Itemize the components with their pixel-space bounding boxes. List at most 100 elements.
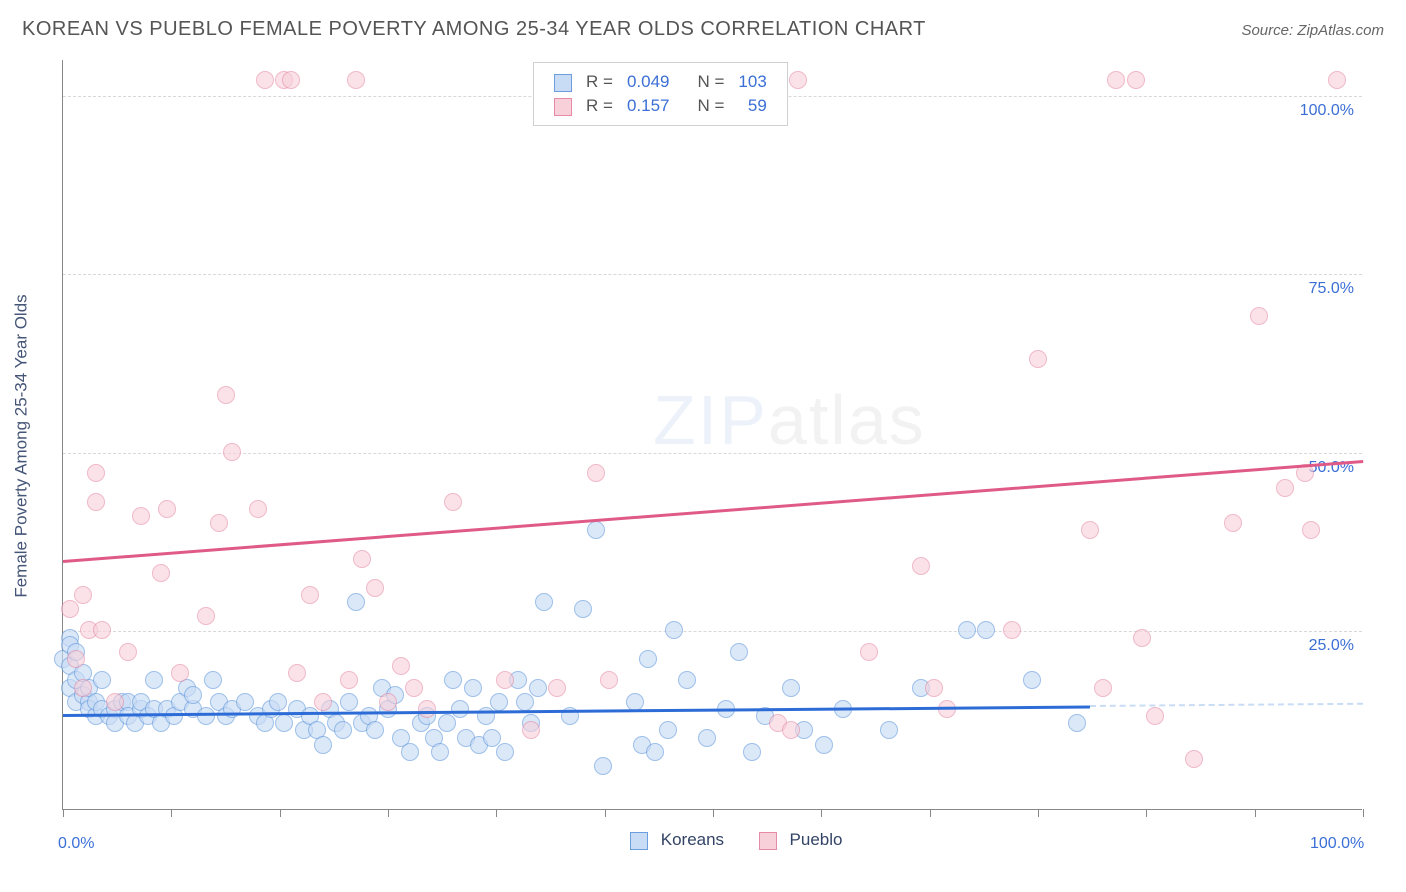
x-axis-min-label: 0.0% [58, 835, 94, 853]
y-tick-label: 25.0% [1309, 637, 1354, 655]
gridline-h [63, 453, 1362, 454]
point-koreans [574, 600, 592, 618]
point-koreans [977, 621, 995, 639]
point-pueblo [782, 721, 800, 739]
swatch-pueblo-bottom-icon [759, 832, 777, 850]
stat-r-koreans: 0.049 [621, 71, 676, 93]
point-koreans [236, 693, 254, 711]
point-pueblo [256, 71, 274, 89]
point-koreans [587, 521, 605, 539]
point-pueblo [600, 671, 618, 689]
point-pueblo [87, 493, 105, 511]
point-pueblo [444, 493, 462, 511]
point-pueblo [392, 657, 410, 675]
point-pueblo [789, 71, 807, 89]
point-koreans [197, 707, 215, 725]
point-pueblo [1127, 71, 1145, 89]
point-pueblo [197, 607, 215, 625]
point-pueblo [1133, 629, 1151, 647]
point-koreans [535, 593, 553, 611]
point-koreans [347, 593, 365, 611]
point-koreans [496, 743, 514, 761]
point-koreans [665, 621, 683, 639]
point-pueblo [340, 671, 358, 689]
point-pueblo [1185, 750, 1203, 768]
x-tick [63, 809, 64, 817]
point-pueblo [1328, 71, 1346, 89]
point-koreans [334, 721, 352, 739]
stat-r-pueblo: 0.157 [621, 95, 676, 117]
point-pueblo [288, 664, 306, 682]
point-koreans [626, 693, 644, 711]
point-pueblo [353, 550, 371, 568]
point-pueblo [496, 671, 514, 689]
point-pueblo [132, 507, 150, 525]
point-koreans [639, 650, 657, 668]
point-pueblo [1276, 479, 1294, 497]
point-koreans [314, 736, 332, 754]
point-pueblo [119, 643, 137, 661]
point-koreans [730, 643, 748, 661]
stat-n-pueblo: 59 [732, 95, 772, 117]
legend-label-koreans: Koreans [661, 830, 724, 849]
stat-n-koreans: 103 [732, 71, 772, 93]
point-koreans [782, 679, 800, 697]
point-koreans [1068, 714, 1086, 732]
legend-label-pueblo: Pueblo [790, 830, 843, 849]
point-pueblo [1146, 707, 1164, 725]
stats-row-koreans: R = 0.049 N = 103 [548, 71, 773, 93]
point-pueblo [74, 586, 92, 604]
point-koreans [529, 679, 547, 697]
point-pueblo [314, 693, 332, 711]
point-pueblo [1302, 521, 1320, 539]
point-koreans [516, 693, 534, 711]
stat-r-label-2: R = [580, 95, 619, 117]
point-pueblo [301, 586, 319, 604]
point-pueblo [366, 579, 384, 597]
point-pueblo [587, 464, 605, 482]
point-koreans [594, 757, 612, 775]
x-axis-max-label: 100.0% [1310, 835, 1364, 853]
point-pueblo [93, 621, 111, 639]
x-tick [821, 809, 822, 817]
point-pueblo [379, 693, 397, 711]
x-tick [713, 809, 714, 817]
trend-koreans-extrapolated [1090, 703, 1363, 707]
point-koreans [401, 743, 419, 761]
point-koreans [698, 729, 716, 747]
point-koreans [93, 671, 111, 689]
point-pueblo [282, 71, 300, 89]
swatch-pueblo-icon [554, 98, 572, 116]
x-tick [496, 809, 497, 817]
point-pueblo [1107, 71, 1125, 89]
source-attribution: Source: ZipAtlas.com [1241, 22, 1384, 39]
point-pueblo [347, 71, 365, 89]
x-tick [280, 809, 281, 817]
point-pueblo [61, 600, 79, 618]
point-pueblo [522, 721, 540, 739]
point-koreans [340, 693, 358, 711]
swatch-koreans-bottom-icon [630, 832, 648, 850]
gridline-h [63, 274, 1362, 275]
gridline-h [63, 631, 1362, 632]
scatter-plot-area: ZIPatlas R = 0.049 N = 103 R = 0.157 N =… [62, 60, 1362, 810]
y-tick-label: 100.0% [1300, 102, 1354, 120]
x-tick [1255, 809, 1256, 817]
point-koreans [204, 671, 222, 689]
y-tick-label: 75.0% [1309, 280, 1354, 298]
chart-title: KOREAN VS PUEBLO FEMALE POVERTY AMONG 25… [22, 18, 926, 41]
correlation-stats-legend: R = 0.049 N = 103 R = 0.157 N = 59 [533, 62, 788, 126]
x-tick [1363, 809, 1364, 817]
watermark-zip: ZIP [653, 381, 768, 459]
point-koreans [490, 693, 508, 711]
point-pueblo [925, 679, 943, 697]
x-tick [1038, 809, 1039, 817]
point-koreans [678, 671, 696, 689]
x-tick [1146, 809, 1147, 817]
point-pueblo [548, 679, 566, 697]
point-pueblo [860, 643, 878, 661]
point-pueblo [158, 500, 176, 518]
point-koreans [145, 671, 163, 689]
point-pueblo [67, 650, 85, 668]
point-pueblo [217, 386, 235, 404]
